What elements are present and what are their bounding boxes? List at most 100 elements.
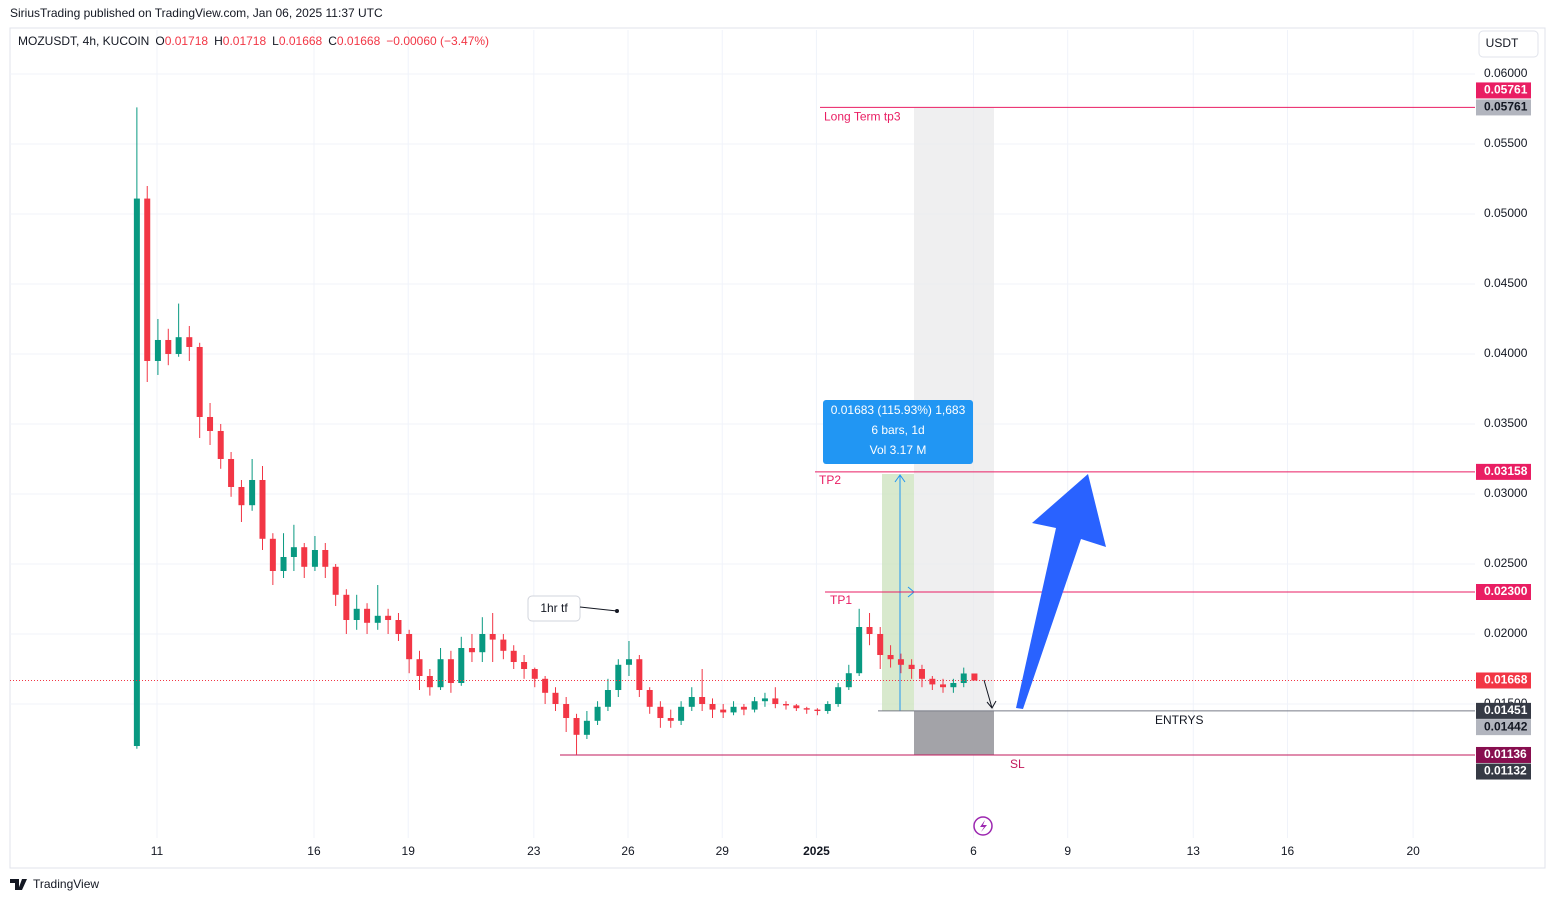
candle-body [824,704,831,712]
candle-body [709,704,716,710]
price-tag-label: 0.01668 [1484,673,1528,687]
symbol: MOZUSDT, 4h, KUCOIN [18,34,149,48]
candle-body [489,634,496,640]
candle-body [918,669,925,679]
currency[interactable]: USDT [1486,36,1519,50]
candle-body [542,678,549,693]
price-tag-label: 0.01451 [1484,703,1528,717]
note: 1hr tf [540,601,568,615]
published: SiriusTrading published on TradingView.c… [10,6,383,20]
candle-body [573,718,580,735]
price-tag [1476,82,1531,99]
candle-body [144,198,151,361]
candle-body [249,479,256,506]
candle-body [761,698,768,702]
events-icon[interactable] [973,816,993,836]
candle-body [646,690,653,707]
candle-body [322,549,329,567]
note-dot [615,609,619,613]
candle-body [814,709,821,712]
candle-body [929,678,936,685]
candle-body [897,659,904,665]
candle-body [594,706,601,721]
candle-body [866,627,873,635]
candle-body [228,458,235,487]
candle-body [583,720,590,735]
candle-body [301,547,308,567]
candle-body [625,659,632,665]
price-tag [1476,672,1531,689]
level-label: TP1 [830,593,852,607]
candle-body [406,634,413,660]
x-tick-label: 20 [1406,844,1420,858]
price-tag-label: 0.01136 [1484,747,1527,761]
candle-body [353,608,360,621]
y-tick-label: 0.02000 [1484,626,1528,640]
candle-body [835,687,842,705]
candle-body [908,664,915,670]
candle-body [175,337,182,354]
x-tick-label: 23 [527,844,541,858]
candle-body [688,697,695,707]
change: −0.00060 (−3.47%) [386,34,489,48]
ohlc-value: 0.01668 [279,34,323,48]
candle-body [793,705,800,709]
price-tag [1476,719,1531,736]
grid: 0.015000.020000.025000.030000.035000.040… [10,30,1528,858]
price-tag [1476,99,1531,116]
events-bolt [980,820,987,832]
candle-body [437,659,444,688]
candle-body [447,659,454,684]
brand: TradingView [33,877,99,891]
candle-body [604,690,611,707]
ohlc-value: 0.01718 [165,34,209,48]
price-tag-label: 0.05761 [1484,83,1528,97]
candle-body [667,718,674,721]
price-tag-label: 0.03158 [1484,464,1528,478]
level-label: TP2 [819,473,841,487]
candle-body [217,430,224,459]
candle-body [207,416,214,431]
candle-body [657,706,664,719]
level-label: Long Term tp3 [824,110,901,124]
candle-body [343,594,350,621]
candle-body [877,634,884,656]
x-tick-label: 26 [621,844,635,858]
price-tag [1476,584,1531,601]
candle-body [950,683,957,688]
candle-body [395,620,402,635]
y-tick-label: 0.03500 [1484,416,1528,430]
candle-body [803,708,810,710]
measure-box [823,400,973,464]
candle-body [500,639,507,651]
x-tick-label: 11 [151,844,164,858]
candle-body [269,538,276,571]
x-tick-label: 13 [1187,844,1201,858]
candle-body [458,648,465,684]
candle-body [479,634,486,653]
candle-body [960,673,967,684]
candle-body [280,556,287,571]
candle-body [468,648,475,653]
candle-body [374,615,381,623]
currency-button[interactable] [1478,30,1539,58]
price-tags: 0.05761 0.05761 0.03158 0.02300 0.01668 0.014… [1476,82,1531,780]
symbol-line: MOZUSDT, 4h, KUCOIN O0.01718 H0.01718 L0.01… [18,34,489,48]
x-tick-label: 29 [716,844,730,858]
brand-logo [10,879,27,890]
candle-body [311,549,318,567]
candle-body [238,486,245,506]
candle-body [720,709,727,713]
candle-body [259,479,266,539]
ohlc-key: C [328,34,337,48]
candle-body [887,655,894,660]
candle-body [782,704,789,706]
candle-body [165,339,172,354]
price-tag-label: 0.01132 [1484,764,1527,778]
measure-text: 0.01683 (115.93%) 1,683 [831,403,966,417]
candle-body [751,701,758,710]
candle-body [510,650,517,663]
ohlc-value: 0.01668 [337,34,381,48]
candle-body [154,339,161,361]
